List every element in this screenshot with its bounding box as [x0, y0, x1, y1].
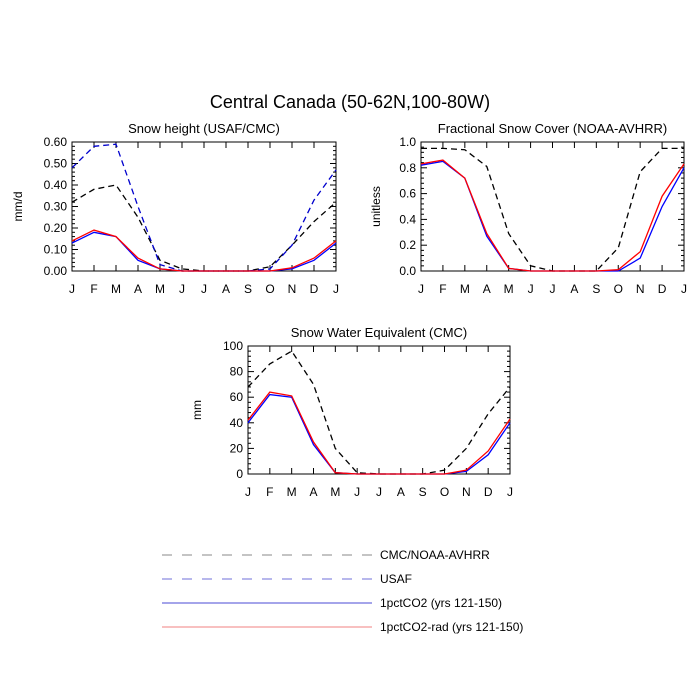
series-line-2 — [420, 160, 685, 272]
x-tick-label: S — [419, 485, 427, 499]
y-axis-label: unitless — [369, 186, 383, 227]
x-tick-label: A — [309, 485, 317, 499]
plot-frame — [71, 141, 337, 272]
x-tick-label: O — [265, 282, 274, 296]
legend-label: 1pctCO2 (yrs 121-150) — [380, 596, 502, 610]
legend-label: 1pctCO2-rad (yrs 121-150) — [380, 620, 523, 634]
y-tick-label: 0.10 — [44, 243, 68, 257]
x-tick-label: M — [460, 282, 470, 296]
x-tick-label: J — [179, 282, 185, 296]
y-tick-label: 0.6 — [399, 187, 416, 201]
y-tick-label: 0.4 — [399, 212, 416, 226]
series-line-2 — [71, 143, 337, 272]
figure-title: Central Canada (50-62N,100-80W) — [210, 92, 490, 112]
x-tick-label: J — [376, 485, 382, 499]
y-tick-label: 0.20 — [44, 221, 68, 235]
x-tick-label: D — [658, 282, 667, 296]
y-tick-label: 0.30 — [44, 200, 68, 214]
y-tick-label: 0.0 — [399, 264, 416, 278]
series-line-3 — [247, 391, 511, 475]
series-line-3 — [420, 159, 685, 272]
y-tick-label: 0.40 — [44, 178, 68, 192]
x-tick-label: O — [614, 282, 623, 296]
y-tick-label: 0.60 — [44, 135, 68, 149]
x-tick-label: O — [440, 485, 449, 499]
series-line-1 — [247, 350, 511, 475]
x-tick-label: M — [504, 282, 514, 296]
x-tick-label: N — [462, 485, 471, 499]
x-tick-label: J — [245, 485, 251, 499]
legend: CMC/NOAA-AVHRR USAF 1pctCO2 (yrs 121-150) 1… — [162, 548, 523, 634]
panel-title: Snow Water Equivalent (CMC) — [291, 325, 468, 340]
panel-2: Fractional Snow Cover (NOAA-AVHRR) unitle… — [369, 121, 687, 296]
x-tick-label: J — [354, 485, 360, 499]
x-tick-label: M — [330, 485, 340, 499]
panel-3: Snow Water Equivalent (CMC) mm 0 20 40 60 80 10… — [190, 325, 513, 499]
legend-label: CMC/NOAA-AVHRR — [380, 548, 490, 562]
y-tick-label: 0.2 — [399, 238, 416, 252]
x-tick-label: N — [288, 282, 297, 296]
series-line-4 — [71, 229, 337, 272]
x-tick-label: A — [397, 485, 405, 499]
x-tick-label: J — [69, 282, 75, 296]
series-line-2 — [247, 393, 511, 475]
y-axis-label: mm/d — [11, 192, 25, 222]
y-tick-label: 0.00 — [44, 264, 68, 278]
y-tick-label: 0 — [236, 467, 243, 481]
x-tick-label: A — [570, 282, 578, 296]
x-tick-label: S — [244, 282, 252, 296]
legend-label: USAF — [380, 572, 412, 586]
panel-title: Fractional Snow Cover (NOAA-AVHRR) — [438, 121, 667, 136]
x-tick-label: M — [155, 282, 165, 296]
x-tick-label: D — [310, 282, 319, 296]
x-tick-label: S — [592, 282, 600, 296]
x-tick-label: J — [507, 485, 513, 499]
x-tick-label: N — [636, 282, 645, 296]
x-tick-label: D — [484, 485, 493, 499]
y-tick-label: 100 — [223, 339, 243, 353]
x-tick-label: F — [90, 282, 97, 296]
x-tick-label: M — [287, 485, 297, 499]
y-tick-label: 0.8 — [399, 161, 416, 175]
x-tick-label: J — [418, 282, 424, 296]
x-tick-label: J — [333, 282, 339, 296]
x-tick-label: J — [201, 282, 207, 296]
y-tick-label: 60 — [230, 390, 244, 404]
x-tick-label: A — [483, 282, 491, 296]
series-line-1 — [421, 147, 684, 272]
y-tick-label: 80 — [230, 365, 244, 379]
panels: Snow height (USAF/CMC)mm/d0.000.100.200.… — [11, 121, 687, 499]
series-line-1 — [71, 184, 337, 272]
y-tick-label: 40 — [230, 416, 244, 430]
x-tick-label: A — [134, 282, 142, 296]
plot-frame — [420, 141, 685, 272]
panel-1: Snow height (USAF/CMC) mm/d 0.00 0.10 0.20 0.… — [11, 121, 339, 296]
plot-frame — [247, 345, 511, 475]
x-tick-label: J — [550, 282, 556, 296]
x-tick-label: J — [528, 282, 534, 296]
y-tick-label: 20 — [230, 441, 244, 455]
y-tick-label: 1.0 — [399, 135, 416, 149]
x-tick-label: F — [266, 485, 273, 499]
x-tick-label: F — [439, 282, 446, 296]
y-axis-label: mm — [190, 400, 204, 420]
panel-title: Snow height (USAF/CMC) — [128, 121, 280, 136]
x-tick-label: J — [681, 282, 687, 296]
x-tick-label: A — [222, 282, 230, 296]
y-tick-label: 0.50 — [44, 157, 68, 171]
x-tick-label: M — [111, 282, 121, 296]
